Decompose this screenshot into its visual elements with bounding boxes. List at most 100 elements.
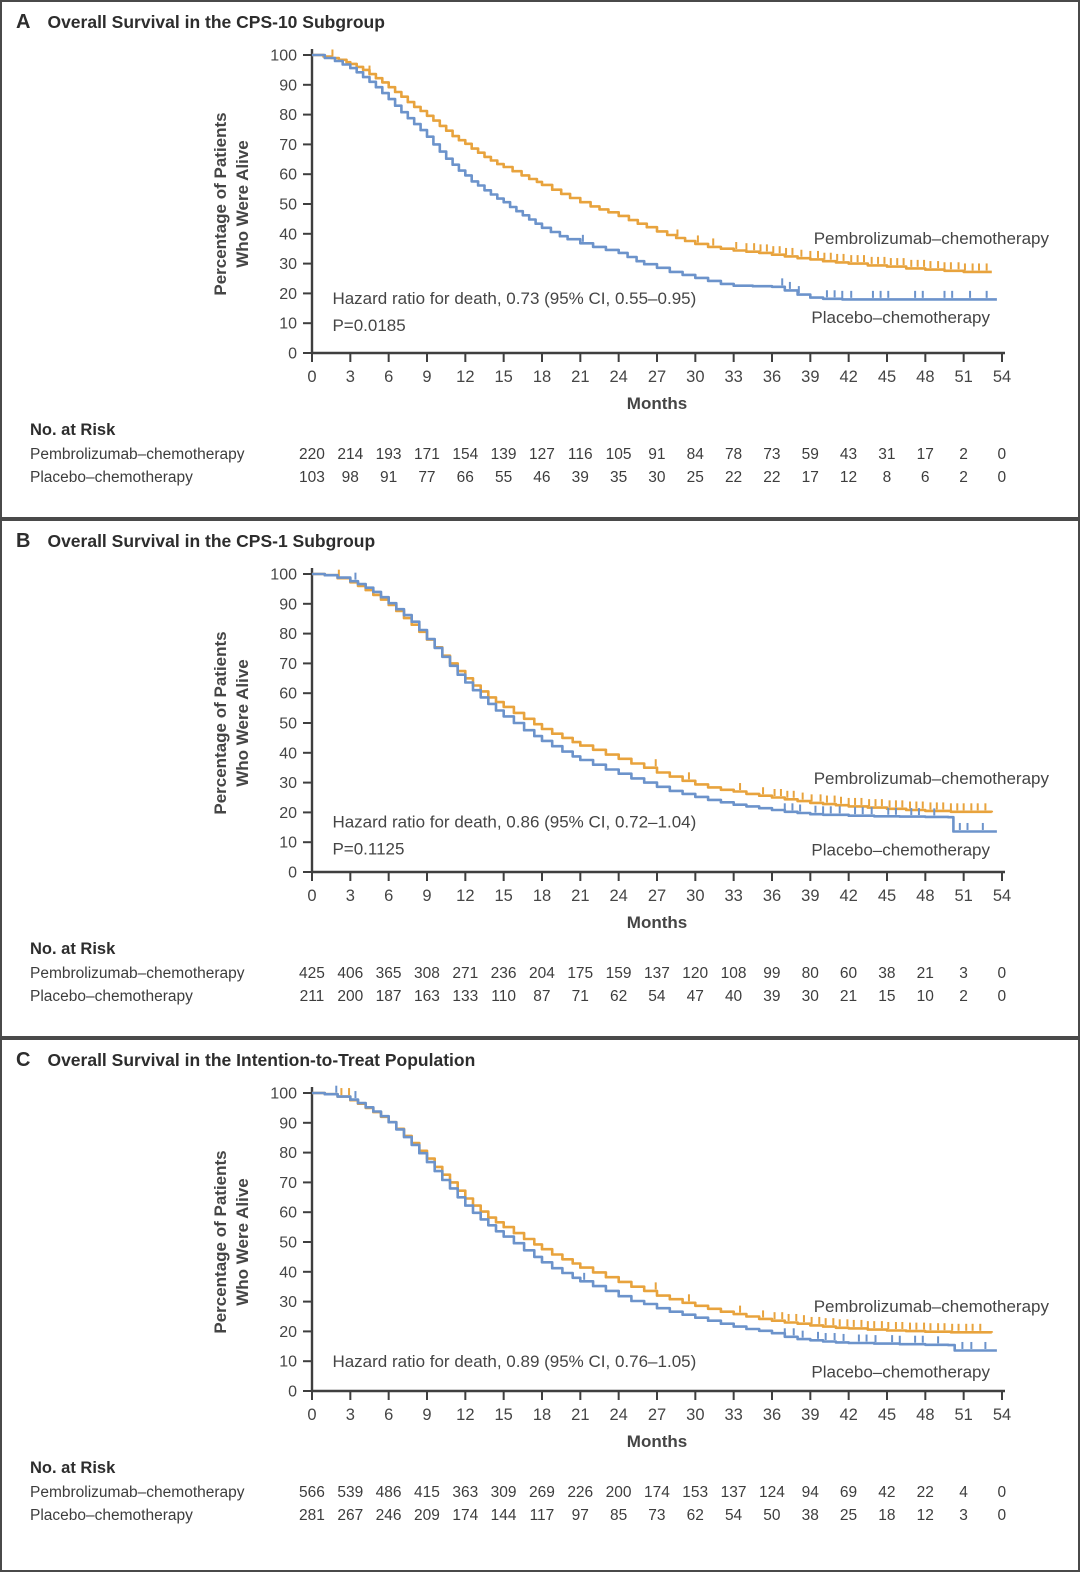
- risk-count: 46: [533, 469, 551, 486]
- panel-title: C Overall Survival in the Intention-to-T…: [2, 1040, 1078, 1079]
- risk-count: 171: [414, 446, 440, 463]
- risk-count: 174: [643, 1484, 670, 1501]
- x-tick-label: 33: [724, 887, 742, 905]
- risk-count: 17: [916, 446, 934, 463]
- risk-count: 62: [609, 988, 628, 1005]
- risk-count: 117: [529, 1507, 555, 1524]
- risk-count: 15: [878, 988, 896, 1005]
- placebo-chemotherapy-curve: [312, 572, 997, 833]
- y-tick-label: 100: [270, 567, 297, 584]
- x-tick-label: 18: [533, 887, 551, 905]
- risk-count: 91: [648, 446, 666, 463]
- y-tick-label: 0: [288, 865, 297, 882]
- panel-c-itt: C Overall Survival in the Intention-to-T…: [0, 1038, 1080, 1572]
- risk-count: 0: [997, 469, 1007, 486]
- y-tick-label: 50: [279, 1235, 297, 1252]
- risk-count: 21: [916, 965, 934, 982]
- risk-count: 87: [533, 988, 551, 1005]
- risk-count: 22: [916, 1484, 934, 1501]
- risk-row-values: 281 267 246 209 174 144 117 97 85 73 62 54 50 38 25 18 1…: [293, 1507, 1021, 1525]
- risk-count: 2: [959, 988, 968, 1005]
- x-tick-label: 39: [801, 368, 819, 386]
- risk-count: 246: [375, 1507, 402, 1524]
- y-tick-label: 0: [288, 1384, 297, 1401]
- x-tick-label: 9: [422, 1406, 431, 1424]
- x-tick-label: 30: [686, 887, 704, 905]
- x-tick-label: 51: [954, 887, 972, 905]
- risk-count: 73: [763, 446, 781, 463]
- risk-count: 309: [490, 1484, 517, 1501]
- risk-count: 139: [490, 446, 517, 463]
- x-tick-label: 42: [839, 887, 857, 905]
- y-tick-label: 60: [279, 1205, 297, 1222]
- risk-row-label: Placebo–chemotherapy: [30, 988, 193, 1005]
- x-tick-label: 33: [724, 368, 742, 386]
- risk-count: 39: [571, 469, 589, 486]
- x-tick-label: 27: [648, 887, 666, 905]
- y-tick-label: 50: [279, 197, 297, 214]
- risk-row-values: 103 98 91 77 66 55 46 39 35 30 25 22 22 17 12 8 6 2 0: [293, 469, 1021, 487]
- risk-count: 71: [571, 988, 589, 1005]
- y-axis-title: Who Were Alive: [233, 140, 252, 268]
- risk-count: 0: [997, 1507, 1007, 1524]
- risk-count: 425: [299, 965, 325, 982]
- risk-count: 211: [299, 988, 325, 1005]
- panel-letter: C: [16, 1049, 31, 1071]
- placebo-chemotherapy-curve: [312, 53, 997, 301]
- placebo-curve-label: Placebo–chemotherapy: [811, 1363, 990, 1382]
- risk-count: 30: [801, 988, 819, 1005]
- y-tick-label: 80: [279, 107, 297, 124]
- x-tick-label: 12: [456, 1406, 474, 1424]
- x-axis-title: Months: [627, 394, 687, 413]
- no-at-risk-table-b: No. at Risk Pembrolizumab–chemotherapy 42…: [2, 936, 1078, 1009]
- risk-count: 55: [494, 469, 513, 486]
- x-tick-label: 45: [878, 368, 896, 386]
- x-tick-label: 36: [763, 1406, 781, 1424]
- x-tick-label: 51: [954, 1406, 972, 1424]
- risk-count: 539: [337, 1484, 364, 1501]
- x-tick-label: 42: [839, 368, 857, 386]
- x-tick-label: 30: [686, 1406, 704, 1424]
- risk-count: 35: [609, 469, 628, 486]
- risk-count: 486: [375, 1484, 402, 1501]
- placebo-curve-label: Placebo–chemotherapy: [811, 308, 990, 327]
- risk-count: 84: [686, 446, 704, 463]
- y-tick-label: 70: [279, 1175, 297, 1192]
- x-tick-label: 3: [346, 368, 355, 386]
- risk-count: 174: [452, 1507, 479, 1524]
- risk-row-label: Pembrolizumab–chemotherapy: [30, 446, 245, 463]
- risk-row-label: Placebo–chemotherapy: [30, 469, 193, 486]
- y-tick-label: 100: [270, 48, 297, 65]
- y-tick-label: 40: [279, 1264, 297, 1281]
- risk-count: 204: [528, 965, 555, 982]
- risk-count: 406: [337, 965, 364, 982]
- risk-count: 144: [490, 1507, 517, 1524]
- y-tick-label: 70: [279, 656, 297, 673]
- y-tick-label: 90: [279, 77, 297, 94]
- pembrolizumab-curve-label: Pembrolizumab–chemotherapy: [814, 1297, 1050, 1316]
- risk-count: 308: [414, 965, 440, 982]
- risk-count: 54: [648, 988, 666, 1005]
- risk-count: 78: [724, 446, 743, 463]
- risk-count: 226: [567, 1484, 594, 1501]
- x-tick-label: 48: [916, 368, 934, 386]
- risk-count: 281: [299, 1507, 325, 1524]
- page-title: Overall Survival in the CPS-10 Subgroup: [47, 12, 385, 32]
- x-tick-label: 33: [724, 1406, 742, 1424]
- risk-count: 187: [375, 988, 402, 1005]
- y-tick-label: 100: [270, 1086, 297, 1103]
- x-tick-label: 0: [307, 368, 316, 386]
- x-tick-label: 48: [916, 1406, 934, 1424]
- no-at-risk-table-a: No. at Risk Pembrolizumab–chemotherapy 22…: [2, 417, 1078, 490]
- x-tick-label: 9: [422, 368, 431, 386]
- y-tick-label: 20: [279, 286, 297, 303]
- no-at-risk-heading: No. at Risk: [30, 940, 116, 958]
- y-tick-label: 60: [279, 167, 297, 184]
- risk-count: 99: [763, 965, 781, 982]
- x-tick-label: 27: [648, 1406, 666, 1424]
- x-tick-label: 6: [384, 1406, 393, 1424]
- risk-count: 40: [724, 988, 743, 1005]
- table-row: Placebo–chemotherapy 211 200 187 163 133 110 87…: [2, 986, 1078, 1009]
